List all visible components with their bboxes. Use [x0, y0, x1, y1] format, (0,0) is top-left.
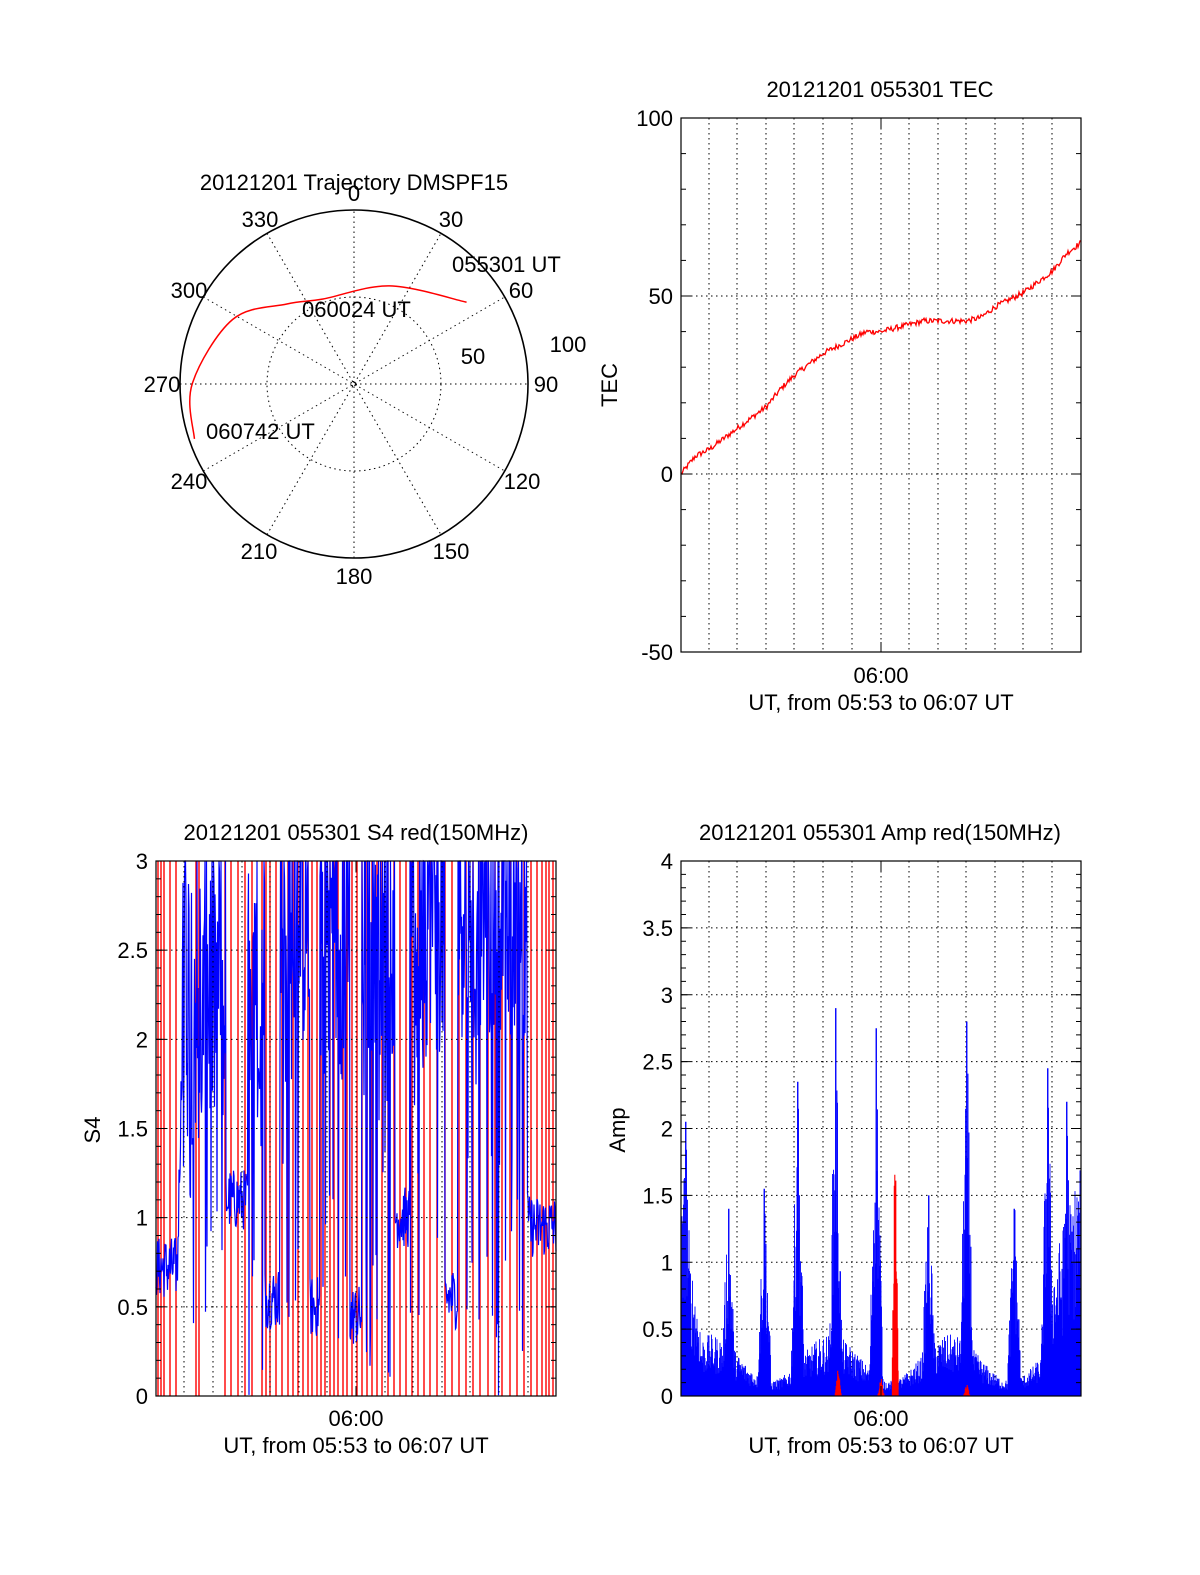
y-tick-label: 50 — [649, 284, 673, 309]
amp-xtick-label: 06:00 — [853, 1406, 908, 1431]
y-tick-label: 3 — [136, 849, 148, 874]
polar-panel: 20121201 Trajectory DMSPF15 0 30 60 90 120 15… — [144, 170, 587, 589]
polar-azimuth-label: 270 — [144, 372, 181, 397]
y-tick-label: 3.5 — [642, 916, 673, 941]
s4-y-ticks: 0 0.5 1 1.5 2 2.5 3 — [117, 849, 556, 1409]
polar-azimuth-label: 300 — [171, 278, 208, 303]
y-tick-label: -50 — [641, 640, 673, 665]
tec-ylabel: TEC — [597, 363, 622, 407]
polar-azimuth-label: 60 — [509, 278, 533, 303]
y-tick-label: 100 — [636, 106, 673, 131]
y-tick-label: 2.5 — [117, 938, 148, 963]
polar-spoke — [203, 296, 505, 472]
y-tick-label: 2 — [661, 1117, 673, 1142]
polar-azimuth-label: 120 — [504, 469, 541, 494]
polar-azimuth-label: 240 — [171, 469, 208, 494]
y-tick-label: 1 — [136, 1206, 148, 1231]
polar-grid — [180, 210, 528, 558]
y-tick-label: 1.5 — [642, 1183, 673, 1208]
y-tick-label: 0.5 — [642, 1317, 673, 1342]
s4-grid — [156, 861, 556, 1396]
y-tick-label: 3 — [661, 983, 673, 1008]
tec-xtick-label: 06:00 — [853, 663, 908, 688]
polar-azimuth-label: 210 — [241, 539, 278, 564]
s4-ylabel: S4 — [80, 1117, 105, 1144]
polar-azimuth-label: 0 — [348, 181, 360, 206]
trajectory-end-label: 060742 UT — [206, 419, 315, 444]
amp-red-series — [834, 1174, 971, 1396]
y-tick-label: 4 — [661, 849, 673, 874]
polar-outer-circle — [179, 209, 529, 559]
tec-y-ticks: -50 0 50 100 — [636, 106, 1081, 665]
s4-xlabel: UT, from 05:53 to 06:07 UT — [223, 1433, 488, 1458]
polar-title: 20121201 Trajectory DMSPF15 — [200, 170, 508, 195]
y-tick-label: 1.5 — [117, 1117, 148, 1142]
amp-panel: 20121201 055301 Amp red(150MHz) 0 0.5 1 1.5… — [605, 820, 1082, 1458]
y-tick-label: 2.5 — [642, 1050, 673, 1075]
s4-panel: 20121201 055301 S4 red(150MHz) 0 0.5 1 1.5 2… — [80, 820, 557, 1458]
trajectory-line — [189, 285, 467, 439]
trajectory-start-label: 055301 UT — [452, 252, 561, 277]
polar-azimuth-label: 150 — [433, 539, 470, 564]
polar-azimuth-label: 330 — [242, 207, 279, 232]
polar-azimuth-label: 180 — [336, 564, 373, 589]
polar-azimuth-labels: 0 30 60 90 120 150 180 210 240 270 300 330 — [144, 181, 559, 589]
polar-azimuth-label: 90 — [534, 372, 558, 397]
tec-title: 20121201 055301 TEC — [766, 77, 993, 102]
y-tick-label: 0 — [136, 1384, 148, 1409]
polar-azimuth-label: 30 — [439, 207, 463, 232]
tec-series-line — [680, 240, 1081, 475]
amp-xlabel: UT, from 05:53 to 06:07 UT — [748, 1433, 1013, 1458]
tec-grid — [681, 118, 1081, 652]
polar-radial-label-100: 100 — [550, 332, 587, 357]
polar-spoke — [266, 233, 442, 535]
amp-title: 20121201 055301 Amp red(150MHz) — [699, 820, 1061, 845]
s4-title: 20121201 055301 S4 red(150MHz) — [184, 820, 529, 845]
polar-spoke — [266, 233, 442, 535]
tec-xlabel: UT, from 05:53 to 06:07 UT — [748, 690, 1013, 715]
y-tick-label: 2 — [136, 1027, 148, 1052]
polar-spoke — [203, 296, 505, 472]
s4-xtick-label: 06:00 — [328, 1406, 383, 1431]
amp-ylabel: Amp — [605, 1107, 630, 1152]
trajectory-mid-label: 060024 UT — [302, 297, 411, 322]
y-tick-label: 0 — [661, 462, 673, 487]
amp-y-ticks: 0 0.5 1 1.5 2 2.5 3 3.5 4 — [642, 849, 1081, 1409]
polar-grid-circle-50 — [266, 296, 442, 472]
y-tick-label: 0 — [661, 1384, 673, 1409]
y-tick-label: 0.5 — [117, 1295, 148, 1320]
y-tick-label: 1 — [661, 1250, 673, 1275]
polar-radial-label-50: 50 — [461, 344, 485, 369]
